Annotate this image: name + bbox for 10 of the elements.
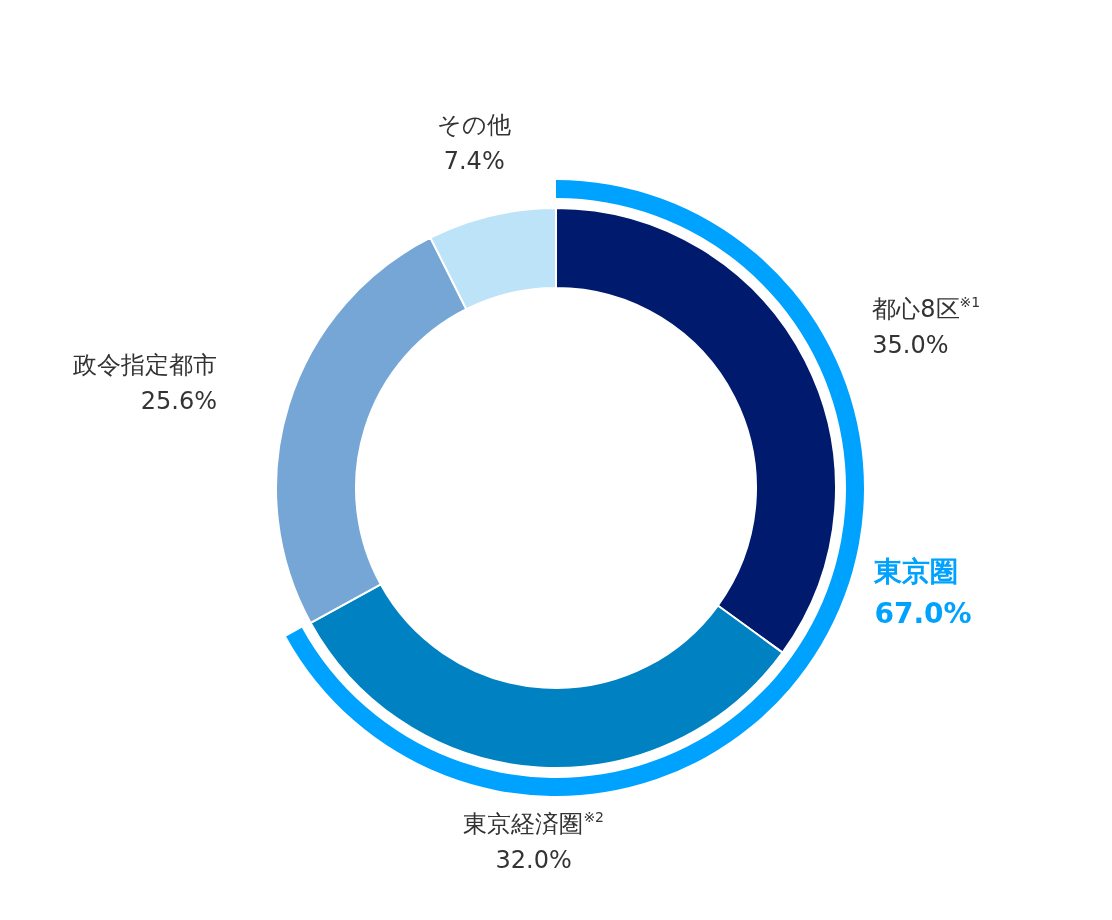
slice-label: 東京経済圏$^{※2}$ xyxy=(463,809,605,839)
data-label: 7.4% xyxy=(443,146,505,175)
data-label: 25.6% xyxy=(140,386,218,415)
slice-label: その他 xyxy=(437,110,512,139)
data-label: 32.0% xyxy=(495,846,572,875)
data-label: 35.0% xyxy=(872,330,949,359)
slice-label: 都心8区$^{※1}$ xyxy=(872,294,981,323)
slice-label: 東京圏 xyxy=(873,555,959,589)
slice-label: 政令指定都市 xyxy=(73,350,218,379)
data-label: 67.0% xyxy=(874,597,972,631)
